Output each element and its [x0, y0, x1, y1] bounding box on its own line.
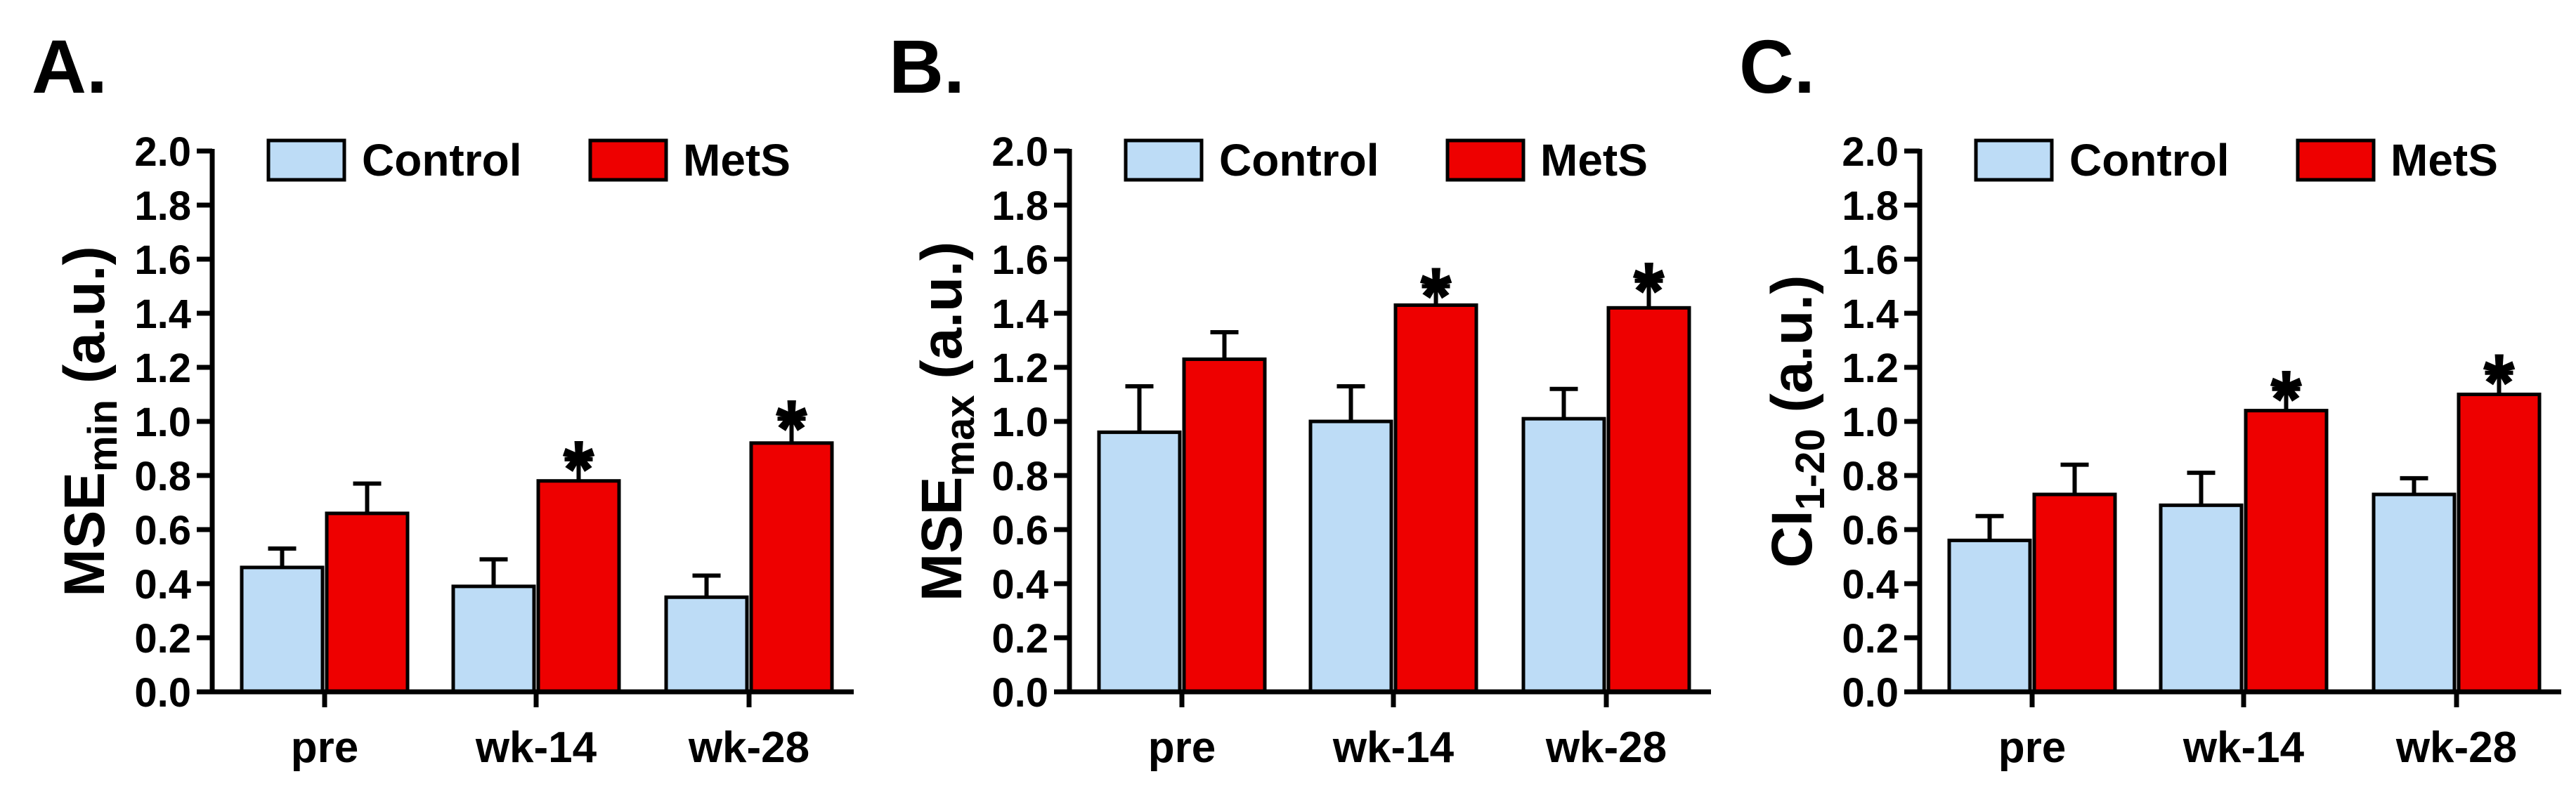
panel-letter: A.	[32, 24, 108, 109]
y-tick-label: 1.2	[134, 346, 191, 391]
panel-letter: B.	[889, 24, 965, 109]
y-axis-label-main: MSE	[53, 472, 117, 597]
y-tick-label: 1.2	[991, 346, 1048, 391]
bar-control-wk-28	[2372, 492, 2457, 694]
bar-mets-pre	[2032, 492, 2117, 694]
y-tick-label: 1.4	[134, 291, 191, 337]
significance-star-wk-28: *	[2483, 337, 2516, 430]
y-tick-label: 0.8	[134, 454, 191, 499]
x-tick-label: wk-28	[1545, 723, 1667, 772]
significance-star-wk-14: *	[2270, 353, 2303, 446]
y-axis-label: CI1-20 (a.u.)	[1760, 275, 1833, 568]
x-tick-label: wk-28	[688, 723, 809, 772]
panel-1: B. MSEmax (a.u.) * * 0.0 0.2 0.4 0.6 0.8 1.0 1.2 1.…	[889, 24, 1711, 772]
legend-swatch-mets	[2296, 138, 2376, 182]
y-axis-label-main: MSE	[910, 477, 974, 602]
y-tick-label: 2.0	[991, 129, 1048, 175]
bar-mets-wk-14	[2244, 409, 2329, 694]
legend-label-mets: MetS	[683, 135, 791, 185]
significance-star-wk-14: *	[563, 424, 595, 516]
y-tick-label: 1.2	[1842, 346, 1899, 391]
legend-swatch-control	[1124, 138, 1204, 182]
y-tick-label: 1.8	[134, 183, 191, 229]
panel-letter: C.	[1739, 24, 1815, 109]
bar-control-pre	[240, 565, 325, 694]
legend-label-mets: MetS	[2390, 135, 2498, 185]
bar-control-wk-28	[664, 595, 749, 694]
significance-star-wk-14: *	[1420, 251, 1452, 343]
bar-mets-pre	[325, 511, 410, 694]
y-tick-label: 1.0	[134, 400, 191, 445]
y-tick-label: 0.4	[1842, 562, 1899, 608]
bar-control-pre	[1097, 430, 1182, 694]
bar-mets-wk-28	[749, 441, 834, 694]
y-tick-label: 0.4	[134, 562, 191, 608]
y-tick-label: 1.6	[1842, 237, 1899, 283]
legend-swatch-mets	[588, 138, 668, 182]
x-tick-label: pre	[1148, 723, 1216, 772]
y-tick-label: 0.8	[991, 454, 1048, 499]
y-tick-label: 0.8	[1842, 454, 1899, 499]
legend-label-control: Control	[2069, 135, 2230, 185]
y-tick-label: 0.6	[1842, 508, 1899, 553]
y-tick-label: 2.0	[134, 129, 191, 175]
legend-label-mets: MetS	[1540, 135, 1648, 185]
y-axis-label-main: CI	[1760, 510, 1824, 568]
legend-label-control: Control	[362, 135, 522, 185]
y-tick-label: 0.6	[134, 508, 191, 553]
panel-2: C. CI1-20 (a.u.) * * 0.0 0.2 0.4 0.6 0.8 1.0 1.2 1.…	[1739, 24, 2561, 772]
y-axis-label-unit: (a.u.)	[1760, 275, 1824, 429]
y-tick-label: 0.4	[991, 562, 1048, 608]
y-tick-label: 0.2	[991, 616, 1048, 662]
bar-control-wk-14	[451, 584, 536, 694]
x-tick-label: wk-14	[1332, 723, 1455, 772]
y-axis-label: MSEmax (a.u.)	[910, 242, 983, 601]
panel-0: A. MSEmin (a.u.) * * 0.0 0.2 0.4 0.6 0.8 1.0 1.2 1.…	[32, 24, 854, 772]
y-tick-label: 0.2	[134, 616, 191, 662]
x-tick-label: wk-28	[2395, 723, 2517, 772]
y-tick-label: 1.6	[134, 237, 191, 283]
y-tick-label: 0.6	[991, 508, 1048, 553]
y-axis-label: MSEmin (a.u.)	[53, 246, 126, 596]
x-tick-label: wk-14	[2183, 723, 2305, 772]
y-tick-label: 1.6	[991, 237, 1048, 283]
x-tick-label: wk-14	[475, 723, 597, 772]
y-tick-label: 1.8	[991, 183, 1048, 229]
y-tick-label: 0.0	[1842, 670, 1899, 716]
x-tick-label: pre	[291, 723, 358, 772]
bar-control-wk-28	[1521, 417, 1606, 694]
y-axis-label-unit: (a.u.)	[910, 242, 974, 395]
y-tick-label: 0.2	[1842, 616, 1899, 662]
bar-mets-pre	[1182, 357, 1267, 694]
y-tick-label: 1.0	[991, 400, 1048, 445]
y-axis-label-subscript: 1-20	[1788, 428, 1833, 510]
bar-mets-wk-28	[1606, 306, 1691, 694]
y-tick-label: 0.0	[134, 670, 191, 716]
y-axis-label-unit: (a.u.)	[53, 246, 117, 400]
legend-swatch-mets	[1445, 138, 1526, 182]
y-axis-label-subscript: max	[937, 395, 983, 476]
x-tick-label: pre	[1998, 723, 2066, 772]
bar-control-wk-14	[1308, 419, 1393, 694]
legend-swatch-control	[1974, 138, 2054, 182]
y-tick-label: 0.0	[991, 670, 1048, 716]
y-axis-label-subscript: min	[80, 400, 126, 472]
y-tick-label: 1.8	[1842, 183, 1899, 229]
bar-control-pre	[1947, 538, 2032, 694]
bar-control-wk-14	[2159, 503, 2244, 694]
y-tick-label: 2.0	[1842, 129, 1899, 175]
significance-star-wk-28: *	[1633, 245, 1665, 338]
y-tick-label: 1.4	[991, 291, 1048, 337]
significance-star-wk-28: *	[776, 383, 808, 476]
legend-swatch-control	[266, 138, 346, 182]
y-tick-label: 1.0	[1842, 400, 1899, 445]
legend-label-control: Control	[1219, 135, 1379, 185]
bar-mets-wk-28	[2457, 393, 2542, 694]
bar-mets-wk-14	[1393, 303, 1478, 694]
y-tick-label: 1.4	[1842, 291, 1899, 337]
